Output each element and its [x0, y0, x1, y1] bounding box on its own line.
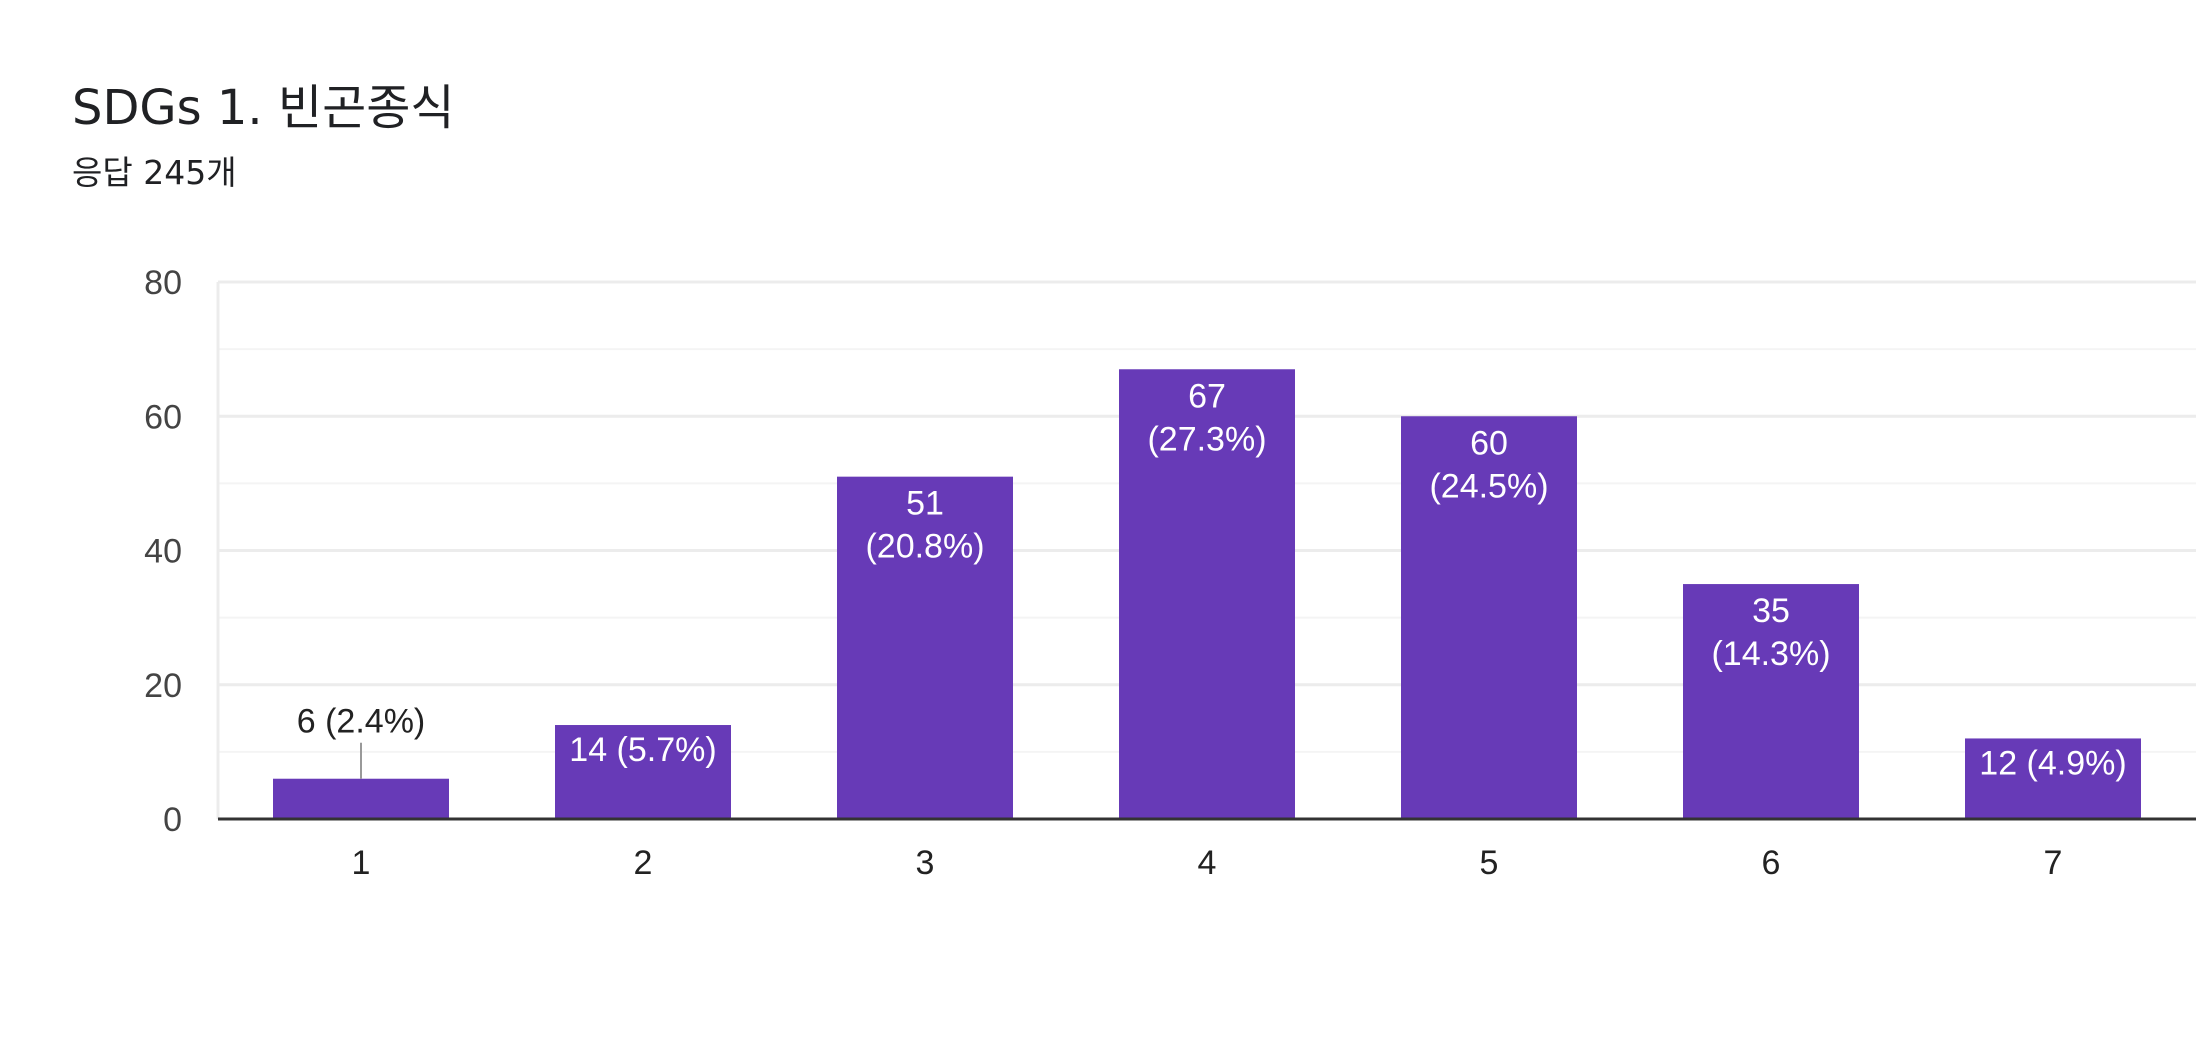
- x-tick-label: 5: [1480, 844, 1499, 882]
- x-tick-label: 6: [1762, 844, 1781, 882]
- bar: [1683, 584, 1859, 819]
- x-tick-label: 2: [634, 844, 653, 882]
- bar: [1119, 369, 1295, 819]
- bar: [273, 778, 449, 819]
- data-label: 12 (4.9%): [1979, 744, 2126, 782]
- data-label: (24.5%): [1429, 467, 1548, 505]
- data-label: 14 (5.7%): [569, 731, 716, 769]
- data-label: (20.8%): [865, 528, 984, 566]
- response-count: 응답 245개: [72, 153, 237, 192]
- data-label: 35: [1752, 592, 1790, 630]
- x-tick-label: 1: [352, 844, 371, 882]
- y-tick-label: 20: [144, 667, 182, 705]
- x-tick-label: 3: [916, 844, 935, 882]
- data-label: 6 (2.4%): [297, 703, 426, 741]
- bar: [1401, 416, 1577, 819]
- data-label: (27.3%): [1147, 420, 1266, 458]
- data-label: 60: [1470, 424, 1508, 462]
- y-tick-label: 60: [144, 398, 182, 436]
- y-tick-label: 80: [144, 264, 182, 302]
- x-tick-label: 7: [2044, 844, 2063, 882]
- data-labels: 6 (2.4%) 14 (5.7%) 51 (20.8%) 67 (27.3%) 60 (24…: [297, 377, 2127, 782]
- bars: [273, 369, 2141, 819]
- chart-title: SDGs 1. 빈곤종식: [72, 80, 455, 136]
- bar: [555, 725, 731, 819]
- y-tick-label: 40: [144, 533, 182, 571]
- bar: [1965, 738, 2141, 819]
- data-label: 51: [906, 485, 944, 523]
- y-tick-label: 0: [163, 801, 182, 839]
- data-label: (14.3%): [1711, 635, 1830, 673]
- data-label: 67: [1188, 377, 1226, 415]
- bar: [837, 476, 1013, 819]
- x-tick-label: 4: [1198, 844, 1217, 882]
